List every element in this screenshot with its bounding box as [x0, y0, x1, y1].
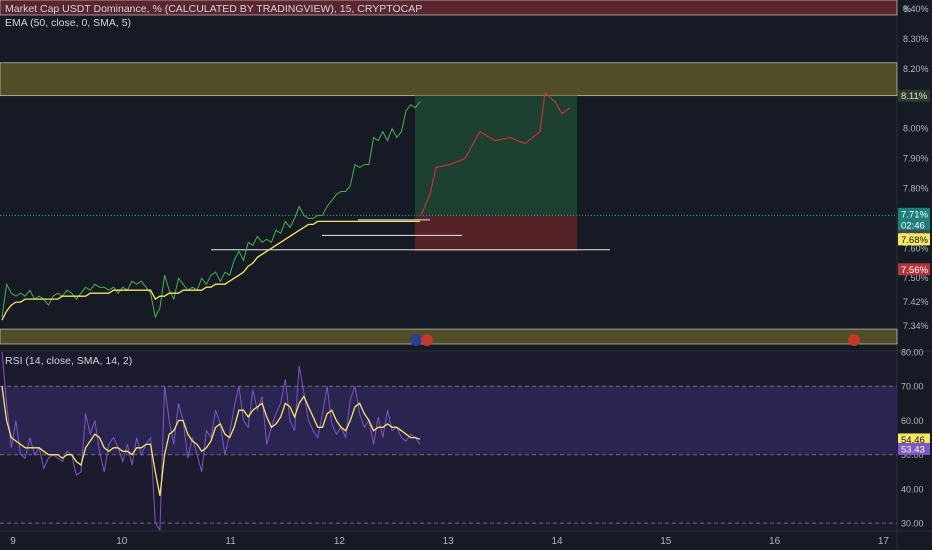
price-tick-label: 8.00% — [903, 124, 929, 134]
price-tick-label: 8.20% — [903, 64, 929, 74]
price-tick-label: 7.60% — [903, 243, 929, 253]
time-tick-label: 10 — [116, 536, 128, 547]
flag-marker-icon[interactable] — [848, 334, 860, 346]
price-badge-label: 7.71% — [901, 209, 928, 220]
time-tick-label: 15 — [660, 536, 672, 547]
symbol-title[interactable]: Market Cap USDT Dominance, % (CALCULATED… — [5, 3, 423, 15]
price-tick-label: 7.42% — [903, 297, 929, 307]
resistance-zone-top[interactable] — [0, 0, 898, 16]
price-badge-target — [898, 89, 930, 102]
price-badge-label: 8.11% — [901, 91, 928, 102]
rsi-tick-label: 50.00 — [901, 450, 924, 460]
time-tick-label: 9 — [10, 536, 16, 547]
rsi-indicator-label[interactable]: RSI (14, close, SMA, 14, 2) — [5, 355, 133, 367]
price-tick-label: 7.80% — [903, 183, 929, 193]
price-badge-label: 7.68% — [901, 235, 928, 246]
price-tick-label: 7.34% — [903, 321, 929, 331]
position-stop-area[interactable] — [415, 215, 577, 252]
rsi-tick-label: 70.00 — [901, 382, 924, 392]
time-tick-label: 14 — [551, 536, 563, 547]
price-badge-ema — [898, 233, 930, 246]
price-unit-label: % — [903, 4, 911, 14]
rsi-tick-label: 60.00 — [901, 416, 924, 426]
time-tick-label: 12 — [334, 536, 346, 547]
price-badge-price — [898, 207, 930, 220]
price-tick-label: 7.90% — [903, 154, 929, 164]
price-tick-label: 8.40% — [903, 4, 929, 14]
time-tick-label: 13 — [443, 536, 455, 547]
price-badge-label: 7.56% — [901, 265, 928, 276]
price-tick-label: 8.30% — [903, 34, 929, 44]
projected-path[interactable] — [420, 91, 571, 216]
rsi-tick-label: 80.00 — [901, 348, 924, 358]
ema-indicator-label[interactable]: EMA (50, close, 0, SMA, 5) — [5, 17, 132, 29]
flag-marker-icon[interactable] — [421, 334, 433, 346]
event-marker-icon[interactable] — [410, 334, 422, 346]
rsi-band — [0, 386, 897, 455]
position-target-area[interactable] — [415, 95, 577, 216]
rsi-tick-label: 40.00 — [901, 484, 924, 494]
target-zone[interactable] — [0, 62, 898, 97]
price-line — [1, 101, 421, 319]
rsi-badge-rsi — [898, 442, 930, 455]
price-badge-stop — [898, 263, 930, 276]
time-tick-label: 17 — [878, 536, 890, 547]
rsi-tick-label: 30.00 — [901, 519, 924, 529]
price-tick-label: 7.50% — [903, 273, 929, 283]
support-zone[interactable] — [0, 328, 898, 345]
price-badge-label: 02:46 — [901, 220, 925, 231]
rsi-ma-line — [1, 386, 421, 496]
ema-line — [1, 220, 420, 321]
time-tick-label: 11 — [225, 536, 236, 547]
price-badge-timer — [898, 218, 930, 231]
time-tick-label: 16 — [769, 536, 781, 547]
rsi-badge-label: 53.43 — [901, 444, 925, 455]
rsi-badge-label: 54.46 — [901, 435, 925, 446]
rsi-badge-ema — [898, 433, 930, 446]
